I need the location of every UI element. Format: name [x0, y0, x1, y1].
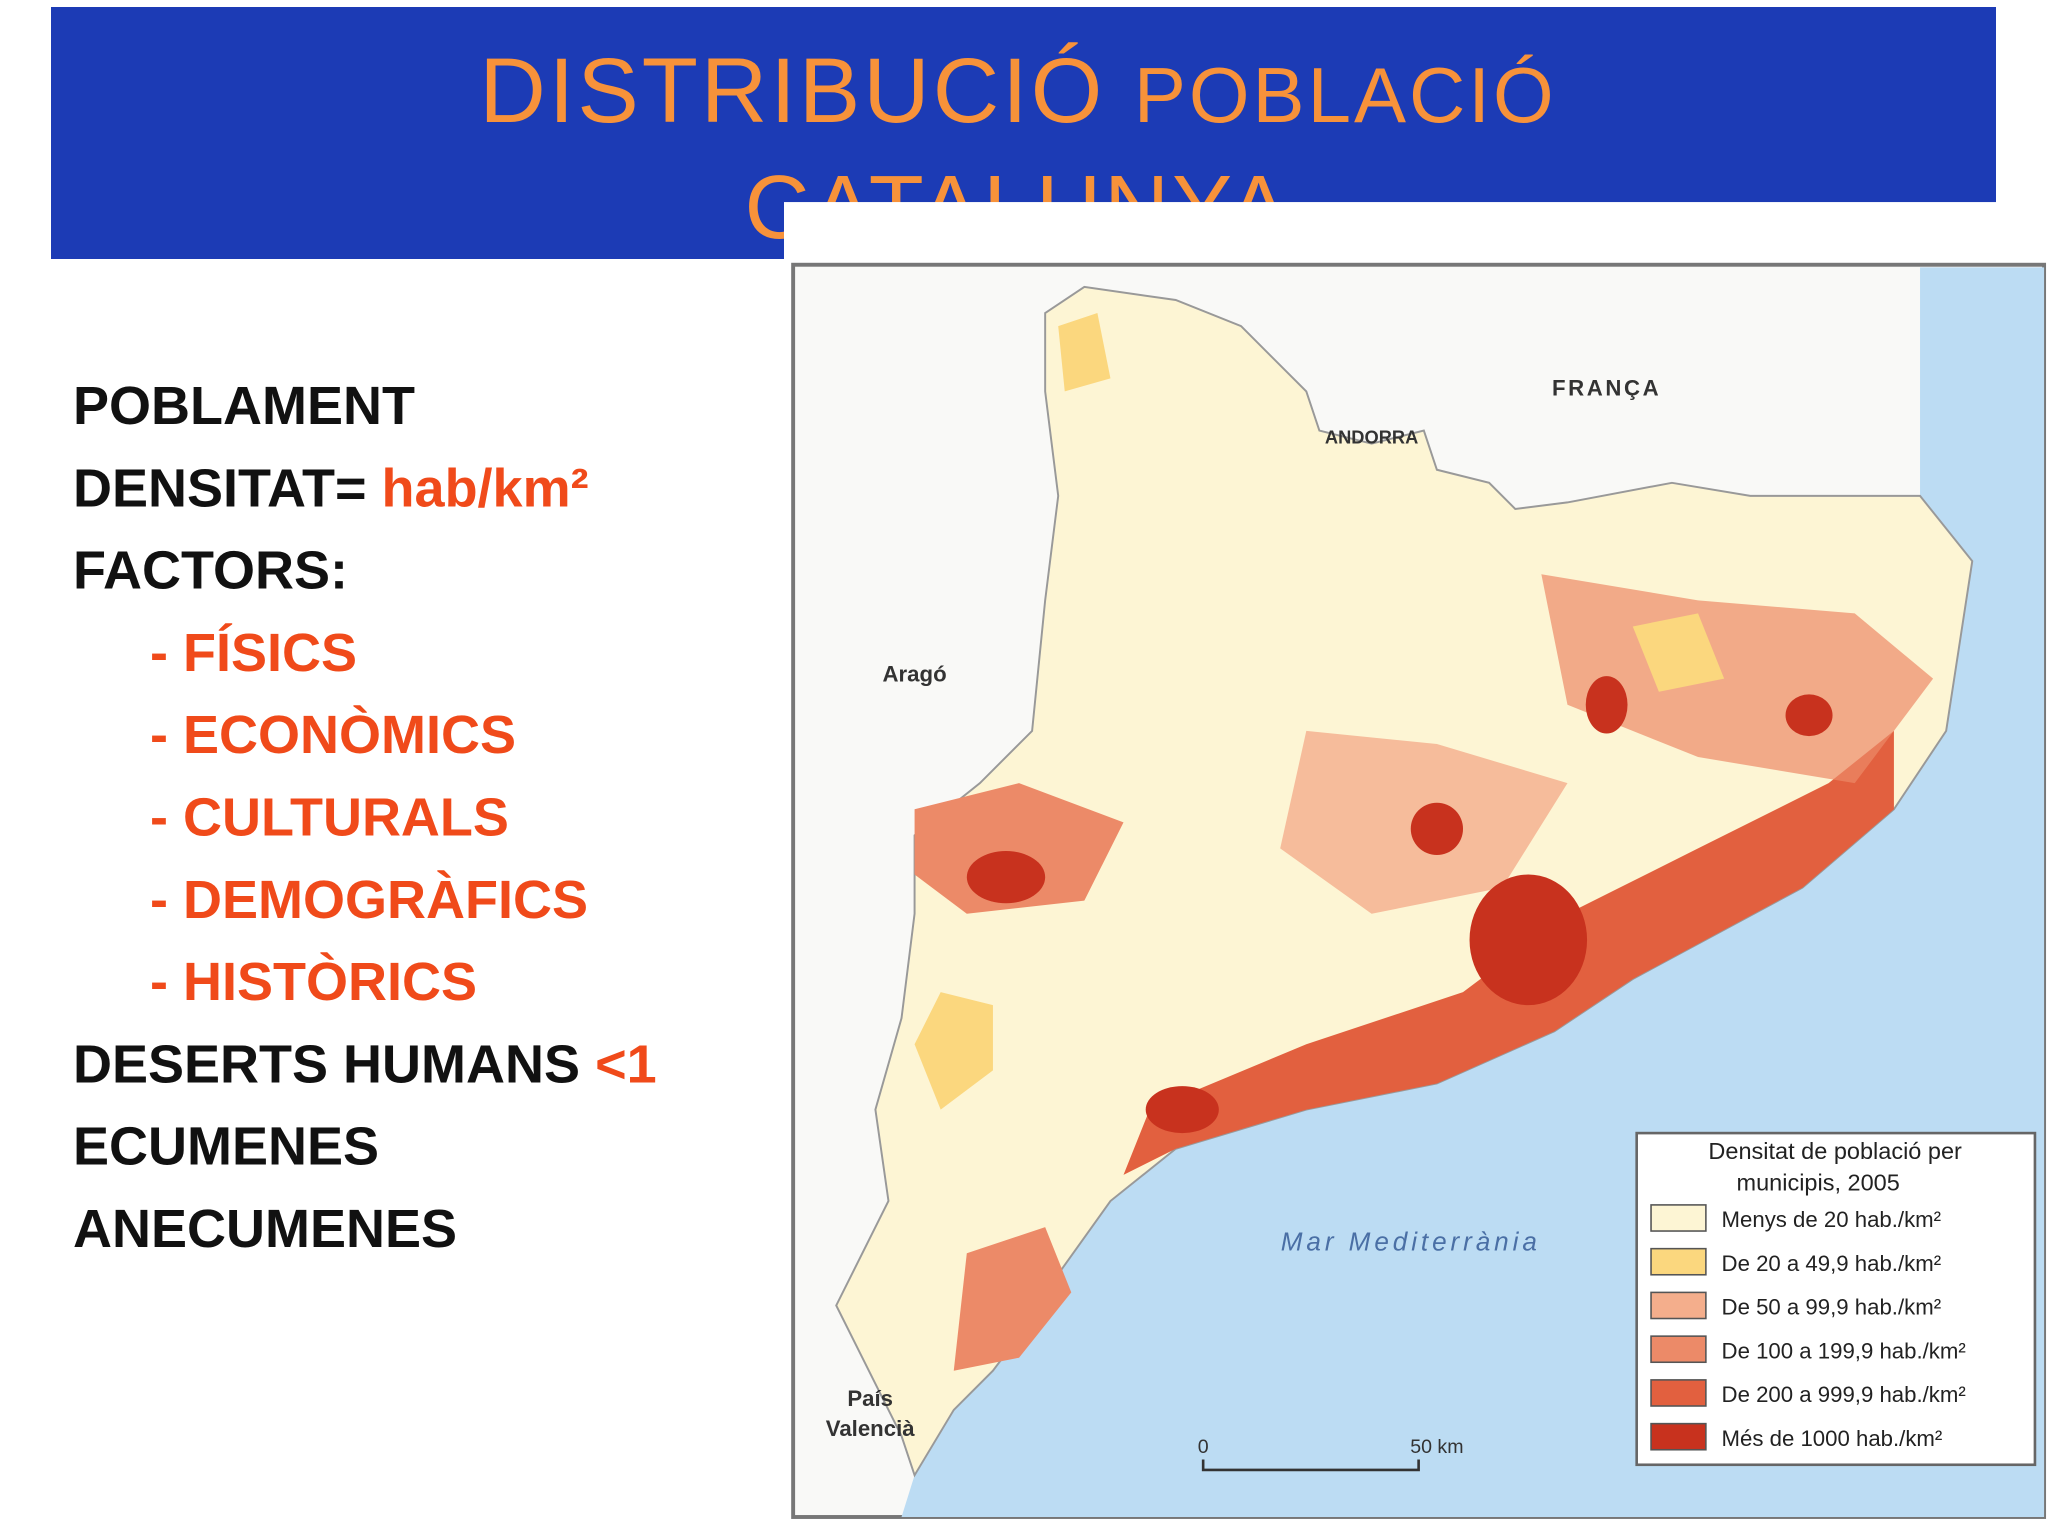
item-text: ANECUMENES	[73, 1199, 457, 1259]
bullet-list: POBLAMENT DENSITAT= hab/km² FACTORS: - FÍSI…	[73, 376, 657, 1259]
legend-swatch	[1650, 1335, 1707, 1364]
scale-start: 0	[1198, 1436, 1209, 1458]
list-item: ANECUMENES	[73, 1199, 457, 1259]
list-item: POBLAMENT	[73, 376, 415, 436]
item-accent: - ECONÒMICS	[150, 705, 516, 765]
legend-swatch	[1650, 1379, 1707, 1407]
item-accent: hab/km²	[382, 458, 589, 518]
density-areas	[914, 313, 1934, 1371]
legend-swatch	[1650, 1422, 1707, 1451]
item-text: POBLAMENT	[73, 376, 415, 436]
label-aragon: Aragó	[883, 661, 947, 686]
list-item: DENSITAT= hab/km²	[73, 458, 589, 518]
legend-label: De 50 a 99,9 hab./km²	[1722, 1295, 1942, 1320]
list-item: ECUMENES	[73, 1117, 379, 1177]
legend-title: municipis, 2005	[1737, 1170, 1900, 1196]
legend-label: De 100 a 199,9 hab./km²	[1722, 1338, 1966, 1363]
legend-label: De 200 a 999,9 hab./km²	[1722, 1382, 1966, 1407]
title-small: POBLACIÓ	[1134, 51, 1557, 139]
label-valencia: País	[847, 1386, 893, 1411]
legend-swatch	[1650, 1291, 1707, 1320]
item-text: ECUMENES	[73, 1117, 379, 1177]
legend-label: Més de 1000 hab./km²	[1722, 1426, 1943, 1451]
list-item: - CULTURALS	[150, 788, 509, 848]
list-item: DESERTS HUMANS <1	[73, 1034, 657, 1094]
list-item: FACTORS:	[73, 541, 348, 601]
item-accent: <1	[595, 1034, 657, 1094]
item-accent: - FÍSICS	[150, 623, 357, 683]
label-valencia: Valencià	[826, 1416, 915, 1441]
legend-swatch	[1650, 1204, 1707, 1232]
legend-swatch	[1650, 1247, 1707, 1276]
map: FRANÇA ANDORRA Aragó País Valencià Mar M…	[784, 202, 2048, 1536]
legend: Densitat de població per municipis, 2005…	[1635, 1131, 2037, 1467]
list-item: - HISTÒRICS	[150, 952, 477, 1012]
item-accent: - DEMOGRÀFICS	[150, 870, 588, 930]
legend-title: Densitat de població per	[1708, 1138, 1962, 1164]
list-item: - DEMOGRÀFICS	[150, 870, 588, 930]
item-text: FACTORS:	[73, 541, 348, 601]
list-item: - ECONÒMICS	[150, 705, 516, 765]
item-text: DENSITAT=	[73, 458, 367, 518]
item-text: DESERTS HUMANS	[73, 1034, 580, 1094]
legend-label: De 20 a 49,9 hab./km²	[1722, 1251, 1942, 1276]
item-accent: - HISTÒRICS	[150, 952, 477, 1012]
title: DISTRIBUCIÓ POBLACIÓ	[479, 40, 1556, 142]
legend-label: Menys de 20 hab./km²	[1722, 1207, 1942, 1232]
item-accent: - CULTURALS	[150, 788, 509, 848]
scale-bar: 0 50 km	[1198, 1436, 1464, 1472]
list-item: - FÍSICS	[150, 623, 357, 683]
scale-end: 50 km	[1410, 1436, 1463, 1458]
title-main: DISTRIBUCIÓ	[479, 40, 1105, 142]
label-france: FRANÇA	[1552, 375, 1661, 400]
label-sea: Mar Mediterrània	[1281, 1227, 1541, 1257]
label-andorra: ANDORRA	[1325, 427, 1418, 448]
